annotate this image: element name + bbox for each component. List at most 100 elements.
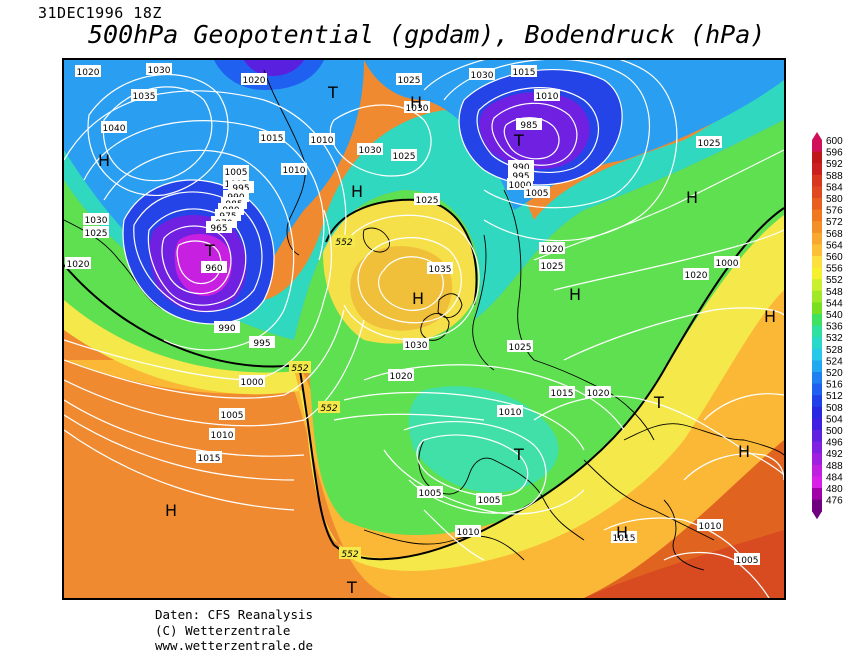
pressure-label: 1030 — [85, 216, 108, 226]
legend-swatch — [812, 406, 822, 419]
legend-swatch — [812, 244, 822, 257]
pressure-label: 990 — [512, 163, 529, 173]
legend-value: 504 — [826, 414, 843, 425]
pressure-label: 1025 — [698, 139, 721, 149]
legend-value: 476 — [826, 496, 843, 507]
pressure-label: 1025 — [541, 262, 564, 272]
legend-canvas: 6005965925885845805765725685645605565525… — [812, 132, 843, 520]
map-datetime: 31DEC1996 18Z — [38, 4, 162, 22]
legend-swatch — [812, 163, 822, 176]
center-high: H — [412, 289, 424, 308]
legend-arrow-top — [812, 132, 822, 140]
legend-swatch — [812, 267, 822, 280]
center-low: T — [513, 445, 524, 464]
pressure-label: 1010 — [499, 408, 522, 418]
legend-value: 528 — [826, 345, 843, 356]
pressure-label: 1010 — [311, 136, 334, 146]
pressure-centers: H T T H H T H H H H H T T H H T T H — [98, 83, 776, 597]
legend-swatch — [812, 395, 822, 408]
legend-value: 592 — [826, 159, 843, 170]
pressure-label: 1010 — [536, 92, 559, 102]
legend-swatch — [812, 360, 822, 373]
legend-swatch — [812, 441, 822, 454]
pressure-label: 1015 — [513, 68, 536, 78]
legend-swatch — [812, 348, 822, 361]
isobars — [64, 60, 784, 598]
legend-swatch — [812, 337, 822, 350]
legend-swatch — [812, 464, 822, 477]
legend-value: 524 — [826, 356, 843, 367]
legend-value: 520 — [826, 368, 843, 379]
fill-cyclone-north-violet — [479, 92, 590, 170]
fill-southeast-dark — [584, 530, 784, 598]
fill-cyan-band — [64, 70, 784, 340]
pressure-label: 1000 — [716, 259, 739, 269]
pressure-label: 1015 — [613, 534, 636, 544]
legend-value: 488 — [826, 461, 843, 472]
legend-value: 484 — [826, 472, 843, 483]
fill-orange-high — [350, 246, 453, 331]
legend-value: 580 — [826, 194, 843, 205]
center-high: H — [616, 523, 628, 542]
pressure-label: 1020 — [67, 260, 90, 270]
fill-yellow-band — [64, 210, 784, 571]
pressure-label: 1005 — [526, 189, 549, 199]
pressure-label: 1030 — [471, 71, 494, 81]
legend-value: 584 — [826, 182, 843, 193]
legend-value: 516 — [826, 380, 843, 391]
pressure-label: 1000 — [241, 378, 264, 388]
pressure-label: 1015 — [198, 454, 221, 464]
pressure-label: 1030 — [406, 104, 429, 114]
pressure-label: 1015 — [261, 134, 284, 144]
center-high: H — [686, 188, 698, 207]
center-low: T — [327, 83, 338, 102]
pressure-label: 1010 — [211, 431, 234, 441]
height-label: 552 — [335, 238, 352, 248]
legend-arrow-bottom — [812, 511, 822, 520]
legend-value: 496 — [826, 438, 843, 449]
legend-value: 588 — [826, 171, 843, 182]
coastlines — [64, 69, 784, 571]
legend-value: 552 — [826, 275, 843, 286]
map-title: 500hPa Geopotential (gpdam), Bodendruck … — [88, 20, 766, 49]
legend-swatch — [812, 174, 822, 187]
website-link[interactable]: www.wetterzentrale.de — [155, 638, 314, 653]
legend-swatch — [812, 453, 822, 466]
height-label: 552 — [291, 364, 308, 374]
legend-value: 508 — [826, 403, 843, 414]
pressure-label: 995 — [253, 339, 270, 349]
center-high: H — [98, 151, 110, 170]
center-high: H — [165, 501, 177, 520]
center-low: T — [346, 578, 357, 597]
legend-value: 492 — [826, 449, 843, 460]
legend-value: 540 — [826, 310, 843, 321]
legend-value: 576 — [826, 206, 843, 217]
pressure-label: 990 — [218, 324, 235, 334]
pressure-label: 1020 — [243, 76, 266, 86]
pressure-label: 1035 — [429, 265, 452, 275]
pressure-label: 1020 — [390, 372, 413, 382]
legend-swatch — [812, 290, 822, 303]
pressure-label: 1025 — [85, 229, 108, 239]
height-label: 552 — [320, 404, 337, 414]
legend-swatch — [812, 325, 822, 338]
legend-value: 532 — [826, 333, 843, 344]
pressure-label: 1005 — [736, 556, 759, 566]
pressure-label: 1005 — [221, 411, 244, 421]
legend-swatch — [812, 221, 822, 234]
center-low: T — [513, 131, 524, 150]
pressure-label: 1020 — [77, 68, 100, 78]
legend-swatch — [812, 232, 822, 245]
pressure-label: 1020 — [685, 271, 708, 281]
contour-552-south — [64, 207, 784, 561]
legend-value: 564 — [826, 240, 843, 251]
legend-swatch — [812, 499, 822, 512]
center-low: T — [204, 241, 215, 260]
legend-value: 544 — [826, 298, 843, 309]
pressure-label: 1020 — [541, 245, 564, 255]
pressure-label: 960 — [205, 264, 222, 274]
legend-swatch — [812, 418, 822, 431]
center-low: T — [653, 393, 664, 412]
center-high: H — [351, 182, 363, 201]
legend-swatch — [812, 302, 822, 315]
